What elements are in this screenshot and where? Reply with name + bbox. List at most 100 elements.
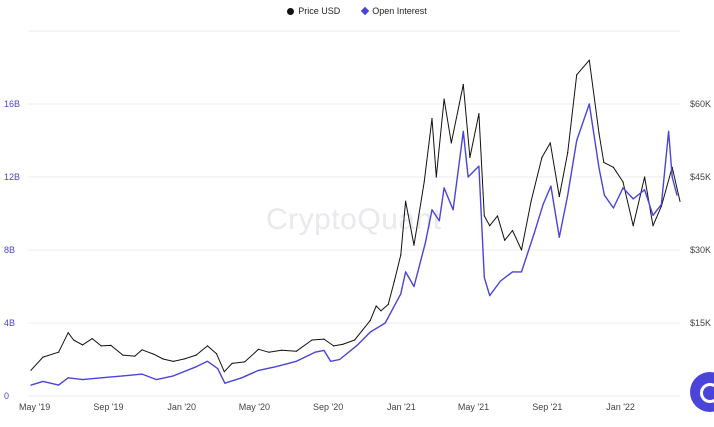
- point-open-interest: [452, 209, 454, 211]
- point-price: [387, 303, 389, 306]
- point-price: [413, 244, 415, 246]
- point-open-interest: [206, 360, 209, 362]
- point-price: [342, 343, 344, 345]
- point-price: [134, 355, 136, 357]
- point-open-interest: [511, 271, 514, 273]
- point-open-interest: [612, 207, 615, 209]
- point-open-interest: [558, 236, 560, 238]
- point-open-interest: [82, 379, 84, 381]
- point-price: [603, 161, 605, 163]
- point-price: [110, 344, 112, 346]
- point-price: [375, 305, 377, 307]
- point-price: [162, 358, 164, 360]
- point-price: [141, 349, 143, 351]
- point-open-interest: [384, 322, 386, 324]
- y-left-tick-label: 16B: [4, 99, 20, 109]
- point-open-interest: [224, 382, 226, 384]
- point-open-interest: [295, 360, 297, 362]
- point-price: [489, 225, 491, 227]
- point-open-interest: [42, 380, 44, 382]
- point-open-interest: [499, 280, 502, 282]
- point-open-interest: [195, 366, 197, 368]
- x-tick-label: Jan '20: [167, 402, 196, 412]
- x-tick-label: May '19: [19, 402, 50, 412]
- point-open-interest: [489, 295, 491, 297]
- point-open-interest: [668, 130, 670, 132]
- point-price: [549, 142, 551, 144]
- point-open-interest: [30, 384, 32, 386]
- point-price: [443, 98, 445, 100]
- point-open-interest: [632, 198, 634, 200]
- x-tick-label: Sep '19: [93, 402, 123, 412]
- point-price: [496, 215, 499, 217]
- point-price: [231, 362, 233, 364]
- point-price: [223, 371, 225, 373]
- point-price: [520, 249, 523, 251]
- legend-item-open-interest[interactable]: Open Interest: [360, 6, 427, 16]
- y-right-tick-label: $60K: [690, 99, 711, 109]
- point-price: [369, 320, 371, 322]
- point-price: [323, 338, 325, 340]
- chat-bubble-icon: [700, 383, 714, 403]
- point-open-interest: [598, 167, 600, 169]
- point-open-interest: [622, 187, 624, 189]
- point-open-interest: [369, 331, 371, 333]
- point-price: [588, 59, 590, 61]
- point-price: [206, 345, 209, 347]
- legend-price-label: Price USD: [298, 6, 341, 16]
- point-price: [295, 350, 297, 352]
- point-open-interest: [676, 194, 678, 196]
- point-price: [122, 354, 124, 356]
- point-open-interest: [314, 351, 316, 353]
- x-tick-label: Jan '21: [387, 402, 416, 412]
- x-tick-label: Jan '22: [606, 402, 635, 412]
- point-open-interest: [576, 139, 578, 142]
- point-price: [30, 369, 32, 371]
- point-price: [172, 360, 174, 362]
- point-price: [632, 225, 634, 227]
- point-open-interest: [462, 130, 464, 132]
- point-open-interest: [323, 349, 325, 351]
- chat-button[interactable]: [690, 372, 714, 412]
- point-open-interest: [533, 233, 535, 235]
- chart-legend: Price USD Open Interest: [0, 6, 714, 16]
- y-left-tick-label: 8B: [4, 245, 15, 255]
- point-open-interest: [257, 369, 260, 371]
- series-line-open-interest: [30, 103, 678, 386]
- point-price: [622, 181, 624, 183]
- y-right-tick-label: $30K: [690, 245, 711, 255]
- point-price: [257, 348, 260, 350]
- point-price: [67, 332, 69, 334]
- point-open-interest: [660, 203, 663, 205]
- point-price: [435, 176, 437, 178]
- point-price: [361, 329, 363, 331]
- point-open-interest: [405, 271, 407, 273]
- point-price: [405, 200, 407, 202]
- point-open-interest: [431, 209, 433, 211]
- point-price: [679, 200, 681, 202]
- point-open-interest: [483, 276, 485, 278]
- point-open-interest: [400, 293, 402, 295]
- point-open-interest: [339, 358, 341, 361]
- y-left-tick-label: 12B: [4, 172, 20, 182]
- point-open-interest: [241, 377, 243, 379]
- point-price: [393, 281, 395, 283]
- point-price: [530, 200, 532, 202]
- point-open-interest: [644, 189, 646, 191]
- point-price: [598, 132, 600, 134]
- x-tick-label: Sep '20: [313, 402, 343, 412]
- point-open-interest: [274, 366, 276, 368]
- x-tick-label: Sep '21: [532, 402, 562, 412]
- point-open-interest: [100, 377, 102, 379]
- point-price: [354, 339, 356, 341]
- point-price: [195, 354, 197, 356]
- point-open-interest: [520, 271, 523, 273]
- legend-item-price[interactable]: Price USD: [287, 6, 340, 16]
- legend-price-marker: [287, 7, 295, 15]
- point-price: [483, 215, 485, 217]
- point-price: [423, 181, 425, 183]
- y-right-tick-label: $45K: [690, 172, 711, 182]
- point-open-interest: [438, 220, 440, 222]
